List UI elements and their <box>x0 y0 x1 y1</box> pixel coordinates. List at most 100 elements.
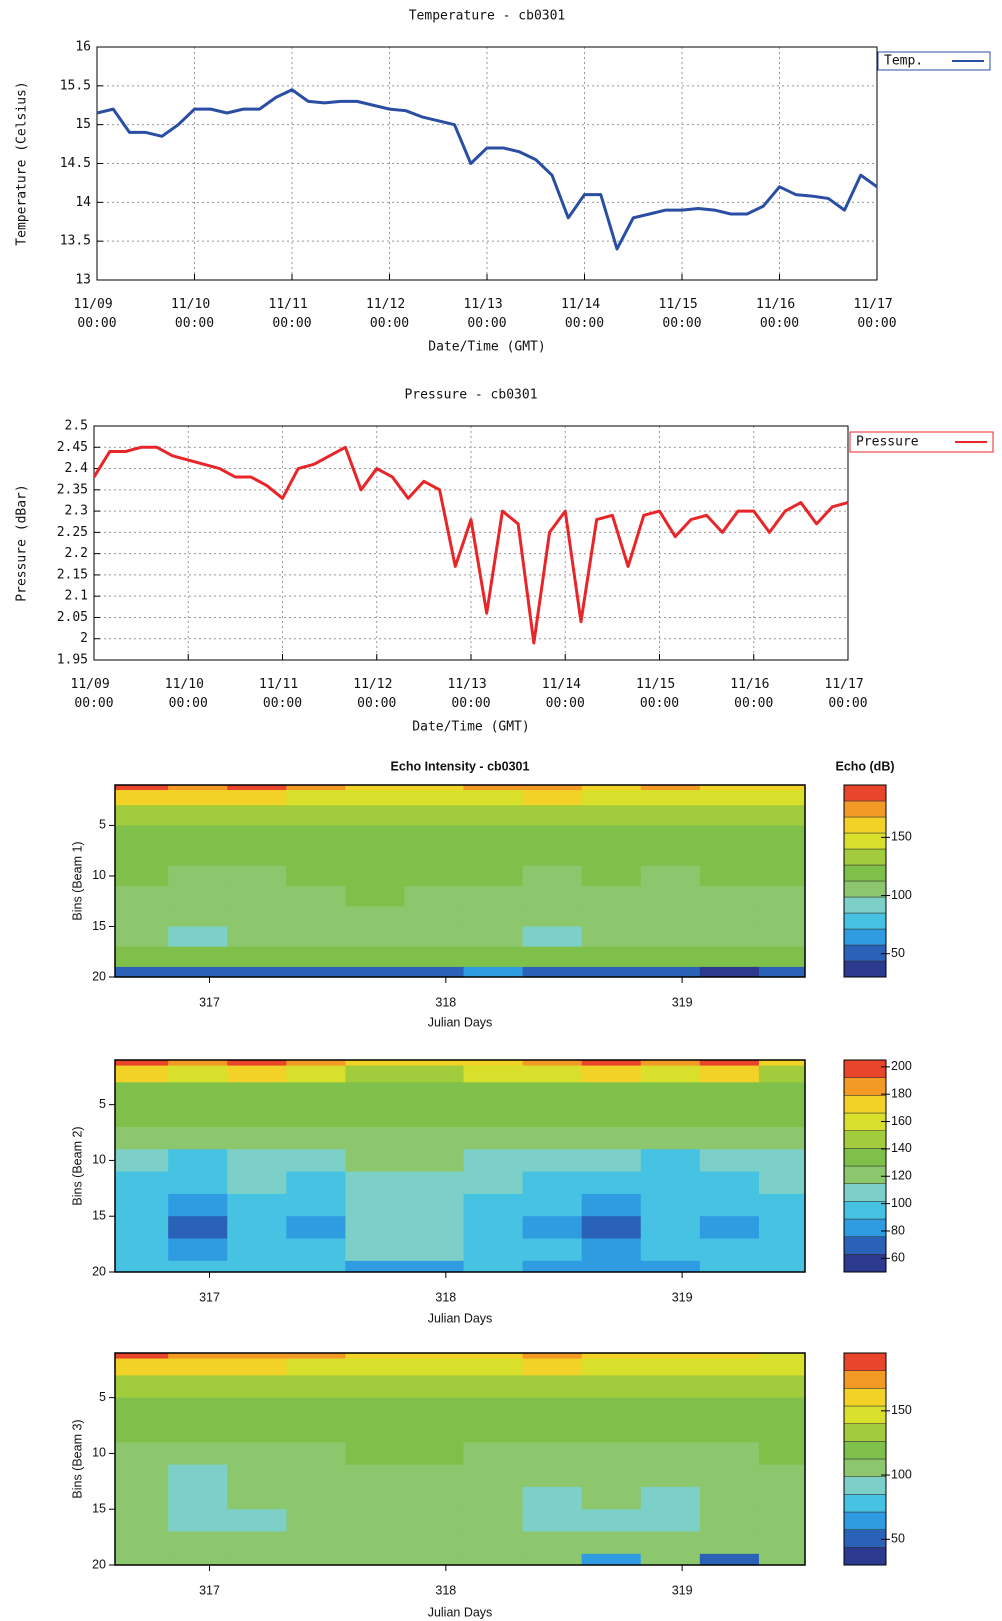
colorbar-tick-label: 100 <box>891 888 912 902</box>
heatmap-cell <box>286 1065 346 1083</box>
x-tick-label: 11/09 00:00 <box>71 677 118 711</box>
colorbar-step <box>843 832 887 850</box>
heatmap-cell <box>581 1509 642 1533</box>
heatmap-cell <box>699 946 760 968</box>
heatmap-cell <box>758 906 805 927</box>
heatmap-cell <box>227 805 287 826</box>
heatmap-cell <box>227 1060 287 1067</box>
heatmap-cell <box>522 1358 583 1376</box>
heatmap-cell <box>758 1238 805 1262</box>
heatmap-cell <box>115 790 169 806</box>
heatmap-cell <box>463 805 524 826</box>
heatmap-cell <box>345 1060 405 1067</box>
heatmap-cell <box>286 845 346 867</box>
heatmap-cell <box>115 785 169 791</box>
x-tick-label-line: 00:00 <box>565 316 604 331</box>
heatmap-cell <box>404 1553 465 1565</box>
heatmap-cell <box>168 825 228 847</box>
y-tick-label: 2.3 <box>65 504 88 519</box>
heatmap-cell <box>522 1531 583 1555</box>
colorbar-tick-label: 200 <box>891 1059 912 1073</box>
heatmap-cell <box>286 1397 346 1421</box>
x-tick-label-line: 11/13 <box>448 677 495 692</box>
heatmap-cell <box>581 1442 642 1466</box>
heatmap-cell <box>227 865 287 887</box>
heatmap-cell <box>115 1238 169 1262</box>
heatmap-cell <box>345 926 405 948</box>
heatmap-cell <box>345 845 405 867</box>
heatmap-cell <box>522 1353 583 1360</box>
y-tick-label: 5 <box>99 818 106 832</box>
heatmap-cell <box>463 1375 524 1399</box>
heatmap-cell <box>345 825 405 847</box>
heatmap-cell <box>115 906 169 927</box>
heatmap-cell <box>758 1553 805 1565</box>
heatmap-cell <box>699 906 760 927</box>
heatmap-cell <box>168 1060 228 1067</box>
heatmap-cell <box>286 1260 346 1272</box>
y-tick-label: 16 <box>75 40 91 55</box>
heatmap-cell <box>522 926 583 948</box>
heatmap-cell <box>168 906 228 927</box>
heatmap-cell <box>522 906 583 927</box>
heatmap-cell <box>227 825 287 847</box>
colorbar-step <box>843 1165 887 1184</box>
x-tick-label: 11/09 00:00 <box>74 297 121 331</box>
heatmap-cell <box>640 926 701 948</box>
heatmap-cell <box>345 946 405 968</box>
heatmap-cell <box>286 1509 346 1533</box>
heatmap-cell <box>463 1126 524 1150</box>
heatmap-cell <box>699 966 760 977</box>
heatmap-cell <box>581 1216 642 1240</box>
heatmap-cell <box>404 1171 465 1195</box>
heatmap-cell <box>404 1419 465 1443</box>
x-tick-label: 11/16 00:00 <box>730 677 777 711</box>
y-tick-label: 2.2 <box>65 546 88 561</box>
heatmap-cell <box>581 1464 642 1488</box>
heatmap-cell <box>581 1419 642 1443</box>
heatmap-cell <box>640 1442 701 1466</box>
heatmap-cell <box>286 1171 346 1195</box>
heatmap-cell <box>758 1171 805 1195</box>
heatmap-cell <box>581 1553 642 1565</box>
heatmap-cell <box>115 1553 169 1565</box>
x-tick-label: 319 <box>672 1290 693 1304</box>
heatmap-cell <box>640 845 701 867</box>
x-tick-label-line: 11/14 <box>561 297 608 312</box>
legend-box <box>877 51 991 71</box>
x-tick-label-line: 00:00 <box>734 696 773 711</box>
colorbar-step <box>843 944 887 962</box>
y-tick-label: 13.5 <box>60 234 91 249</box>
heatmap-cell <box>699 1193 760 1217</box>
heatmap-cells <box>115 1353 805 1565</box>
heatmap-cell <box>463 1216 524 1240</box>
heatmap-cell <box>404 790 465 806</box>
heatmap-cell <box>345 1171 405 1195</box>
colorbar-tick-label: 150 <box>891 1403 912 1417</box>
heatmap-cell <box>640 1238 701 1262</box>
heatmap-cell <box>404 785 465 791</box>
heatmap-cell <box>404 865 465 887</box>
x-tick-label: 11/14 00:00 <box>561 297 608 331</box>
heatmap-cell <box>522 1442 583 1466</box>
colorbar-label: Echo (dB) <box>835 759 894 773</box>
colorbar-step <box>843 864 887 882</box>
heatmap-cell <box>699 1082 760 1106</box>
x-tick-label-line: 11/17 <box>854 297 901 312</box>
colorbar-tick-label: 180 <box>891 1086 912 1100</box>
heatmap-cell <box>227 790 287 806</box>
heatmap-cell <box>640 1531 701 1555</box>
data-line <box>96 88 878 251</box>
heatmap-cell <box>640 1419 701 1443</box>
x-tick-label: 317 <box>199 1290 220 1304</box>
colorbar-step <box>843 1405 887 1424</box>
y-tick-label: 2.5 <box>65 419 88 434</box>
heatmap-cell <box>463 1065 524 1083</box>
heatmap-cell <box>699 926 760 948</box>
plot-frame <box>114 1059 806 1273</box>
colorbar-step <box>843 1059 887 1078</box>
x-tick-label-line: 11/13 <box>464 297 511 312</box>
heatmap-cell <box>640 1353 701 1360</box>
heatmap-cell <box>404 1375 465 1399</box>
y-axis-label: Bins (Beam 3) <box>70 1419 84 1498</box>
